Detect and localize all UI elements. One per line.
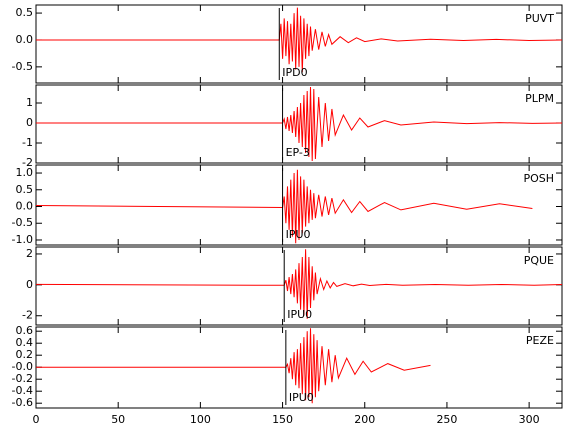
pick-label: IPD0 [282,66,307,79]
y-tick-label: -0.6 [12,396,33,409]
y-tick-label: -1.0 [12,233,33,246]
panel-frame [35,84,563,164]
x-tick-label: 250 [436,413,457,426]
y-tick-label: 1 [26,96,33,109]
y-tick-label: 2 [26,247,33,260]
waveform [35,249,563,319]
y-tick-label: 0.4 [16,336,34,349]
y-tick-label: 0.6 [16,324,34,337]
station-label: PUVT [525,12,554,25]
station-label: PEZE [526,334,554,347]
y-tick-label: -2 [22,156,33,169]
y-tick-label: -0.4 [12,384,33,397]
x-tick-label: 200 [354,413,375,426]
x-tick-label: 100 [190,413,211,426]
x-tick-label: 150 [272,413,293,426]
pick-label: IPU0 [287,308,312,321]
station-label: PLPM [525,92,554,105]
x-tick-label: 50 [111,413,125,426]
y-tick-label: -0.5 [12,60,33,73]
y-tick-label: 0 [26,116,33,129]
y-tick-label: 1.0 [16,166,34,179]
x-tick-label: 0 [33,413,40,426]
y-tick-label: 0.5 [16,6,34,19]
waveform [35,169,533,244]
y-tick-label: -0.5 [12,216,33,229]
x-tick-label: 300 [519,413,540,426]
y-tick-label: 0 [26,278,33,291]
y-tick-label: -2 [22,309,33,322]
y-tick-label: -0.2 [12,372,33,385]
station-label: POSH [523,172,554,185]
pick-label: IPU0 [286,228,311,241]
y-tick-label: 0.0 [16,33,34,46]
waveform [36,86,563,162]
waveform [36,328,431,404]
y-tick-label: -1 [22,136,33,149]
panel-frame [35,246,563,326]
y-tick-label: 0.5 [16,183,34,196]
pick-label: EP-3 [286,146,310,159]
y-tick-label: 0.2 [16,348,34,361]
waveform [36,7,563,73]
station-label: PQUE [524,254,554,267]
y-tick-label: 0.0 [16,200,34,213]
panel-frame [35,4,563,84]
y-tick-label: -0.0 [12,360,33,373]
panel-frame [35,164,563,246]
pick-label: IPU0 [289,391,314,404]
